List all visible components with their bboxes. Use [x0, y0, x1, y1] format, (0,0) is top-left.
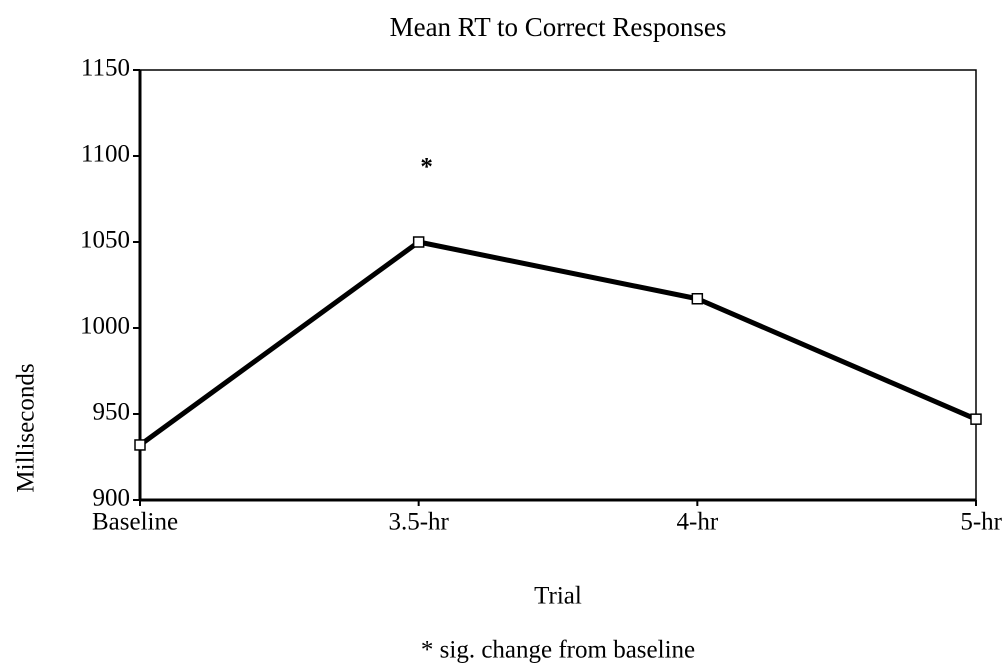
data-line	[138, 239, 977, 447]
data-point	[970, 413, 982, 425]
chart-title: Mean RT to Correct Responses	[390, 12, 727, 42]
y-axis-label: Milliseconds	[13, 363, 40, 492]
footnote: * sig. change from baseline	[421, 637, 695, 664]
y-tick-label: 950	[93, 399, 131, 426]
plot-frame	[139, 69, 977, 501]
x-tick-label: 4-hr	[677, 509, 719, 536]
x-tick-label: 3.5-hr	[388, 509, 449, 536]
y-tick-label: 1100	[81, 141, 130, 168]
data-point	[134, 439, 146, 451]
y-tick-label: 900	[93, 485, 131, 512]
x-tick-label: 5-hr	[960, 509, 1002, 536]
x-axis-label: Trial	[534, 583, 582, 610]
y-tick-label: 1050	[80, 227, 130, 254]
data-point	[691, 293, 704, 305]
annotation: *	[420, 153, 433, 180]
x-tick-label: Baseline	[92, 509, 178, 536]
data-point	[412, 236, 425, 248]
y-tick-label: 1150	[81, 55, 130, 82]
y-tick-label: 1000	[80, 313, 130, 340]
